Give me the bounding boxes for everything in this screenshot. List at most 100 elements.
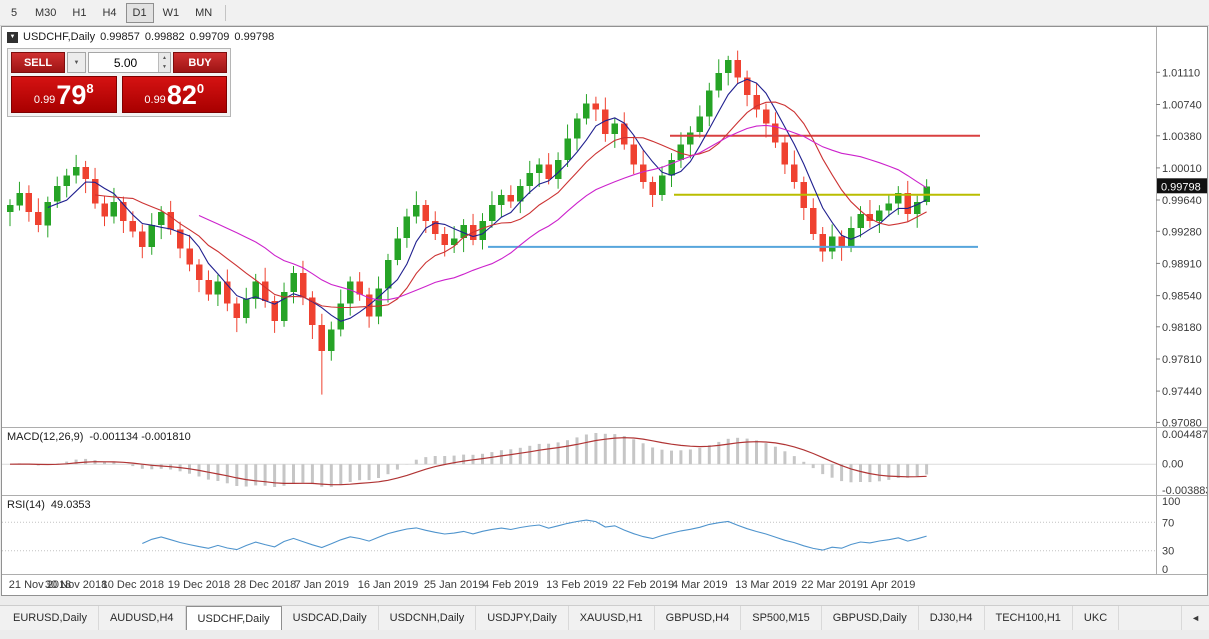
sell-button[interactable]: SELL <box>11 52 65 73</box>
order-options-dropdown[interactable]: ▼ <box>67 52 86 73</box>
macd-scale-label: 0.004487 <box>1162 429 1207 441</box>
buy-button[interactable]: BUY <box>173 52 227 73</box>
bid-pipette: 8 <box>86 81 94 96</box>
candle-body <box>621 123 628 145</box>
last-price-badge <box>1157 178 1207 194</box>
candle-body <box>772 123 779 143</box>
candle-body <box>810 207 817 234</box>
chart-tab-gbpusd-h4[interactable]: GBPUSD,H4 <box>655 606 742 630</box>
candle-body <box>583 103 590 119</box>
timeframe-button-h1[interactable]: H1 <box>72 6 87 19</box>
candle-body <box>507 194 515 202</box>
candle-body <box>828 236 836 252</box>
chart-tab-xauusd-h1[interactable]: XAUUSD,H1 <box>569 606 655 630</box>
ohlc-values: 0.99857 0.99882 0.99709 0.99798 <box>100 31 274 43</box>
chart-tab-audusd-h4[interactable]: AUDUSD,H4 <box>99 606 186 630</box>
candle-body <box>101 203 108 217</box>
sell-price-box[interactable]: 0.99 79 8 <box>11 76 117 113</box>
chart-tab-usdcad-daily[interactable]: USDCAD,Daily <box>282 606 379 630</box>
date-label: 21 Nov 2018 <box>9 579 71 591</box>
rsi-name: RSI(14) <box>7 499 45 511</box>
candle-body <box>72 167 80 176</box>
volume-decrease-button[interactable]: ▼ <box>159 62 170 72</box>
pane-separators <box>2 27 1207 575</box>
date-label: 25 Jan 2019 <box>424 579 485 591</box>
candle-body <box>914 201 921 214</box>
candle-body <box>668 160 675 176</box>
volume-input[interactable] <box>88 52 171 73</box>
buy-price-box[interactable]: 0.99 82 0 <box>121 76 227 113</box>
candle-body <box>309 297 316 326</box>
candle-body <box>432 220 439 234</box>
trade-prices-row: 0.99 79 8 0.99 82 0 <box>11 76 227 113</box>
candle-body <box>318 325 326 352</box>
date-label: 19 Dec 2018 <box>168 579 230 591</box>
date-label: 22 Feb 2019 <box>612 579 674 591</box>
date-label: 4 Mar 2019 <box>672 579 728 591</box>
scale-tick-label: 0.98540 <box>1162 291 1202 303</box>
chart-tab-eurusd-daily[interactable]: EURUSD,Daily <box>2 606 99 630</box>
candle-body <box>261 281 269 301</box>
chart-tab-sp500-m15[interactable]: SP500,M15 <box>741 606 822 630</box>
timeframe-toolbar: 5 M30 H1 H4 D1 W1 MN <box>0 0 1209 26</box>
candle-body <box>554 160 562 180</box>
timeframe-button-w1[interactable]: W1 <box>162 6 180 19</box>
ohlc-open: 0.99857 <box>100 31 140 43</box>
volume-field-wrap: ▲ ▼ <box>88 52 171 73</box>
candle-body <box>536 164 543 174</box>
timeframe-button-mn[interactable]: MN <box>195 6 213 19</box>
timeframe-button-d1[interactable]: D1 <box>125 2 154 23</box>
candle-body <box>488 205 496 221</box>
candle-body <box>460 225 467 239</box>
date-label: 13 Mar 2019 <box>735 579 797 591</box>
chart-tab-usdchf-daily[interactable]: USDCHF,Daily <box>185 606 282 630</box>
candle-body <box>375 288 382 317</box>
scale-tick-label: 0.99280 <box>1162 226 1202 238</box>
candle-body <box>413 205 420 217</box>
chart-tab-usdcnh-daily[interactable]: USDCNH,Daily <box>379 606 477 630</box>
moving-averages-layer <box>47 78 927 322</box>
ma-5-line <box>47 78 927 322</box>
candle-body <box>82 167 89 180</box>
chart-tab-usdjpy-daily[interactable]: USDJPY,Daily <box>476 606 569 630</box>
macd-scale-label: 0.00 <box>1162 459 1183 471</box>
candle-body <box>630 144 637 165</box>
timeframe-button-m30[interactable]: M30 <box>35 6 57 19</box>
macd-scale-label: -0.003883 <box>1162 485 1207 497</box>
candle-body <box>517 186 524 202</box>
candle-body <box>658 175 666 195</box>
chart-canvas[interactable]: 1.011101.007401.003801.000100.996400.992… <box>2 27 1207 595</box>
candle-body <box>866 213 874 221</box>
rsi-line <box>142 519 927 551</box>
date-label: 4 Feb 2019 <box>483 579 539 591</box>
scale-tick-label: 1.00380 <box>1162 131 1202 143</box>
chart-tab-gbpusd-daily[interactable]: GBPUSD,Daily <box>822 606 919 630</box>
chart-tab-tech100-h1[interactable]: TECH100,H1 <box>985 606 1073 630</box>
scale-tick-label: 0.99640 <box>1162 195 1202 207</box>
volume-increase-button[interactable]: ▲ <box>159 53 170 63</box>
candle-body <box>176 229 184 249</box>
price-scale[interactable]: 1.01110 1.00740 1.00380 1.00010 0.99640 0.992… <box>1156 67 1207 576</box>
candle-body <box>120 201 127 221</box>
scale-tick-label: 0.98180 <box>1162 322 1202 334</box>
candle-body <box>857 213 864 228</box>
timeframe-button-h4[interactable]: H4 <box>102 6 117 19</box>
candle-body <box>677 144 685 160</box>
candle-body <box>592 103 600 110</box>
macd-current-values: -0.001134 -0.001810 <box>89 431 191 443</box>
chart-tab-ukc[interactable]: UKC <box>1073 606 1120 630</box>
rsi-scale-label: 30 <box>1162 546 1174 558</box>
candle-body <box>725 60 732 74</box>
tabbar-scroll-left-button[interactable]: ◄ <box>1181 606 1209 630</box>
timeframe-button-5[interactable]: 5 <box>10 6 18 19</box>
candle-body <box>384 260 392 289</box>
candle-body <box>290 273 297 293</box>
candle-body <box>129 220 137 232</box>
candle-body <box>139 231 146 247</box>
candle-body <box>224 281 231 304</box>
candle-body <box>214 281 222 295</box>
candle-body <box>545 164 552 180</box>
chart-tab-dj30-h4[interactable]: DJ30,H4 <box>919 606 985 630</box>
volume-stepper: ▲ ▼ <box>158 53 170 72</box>
